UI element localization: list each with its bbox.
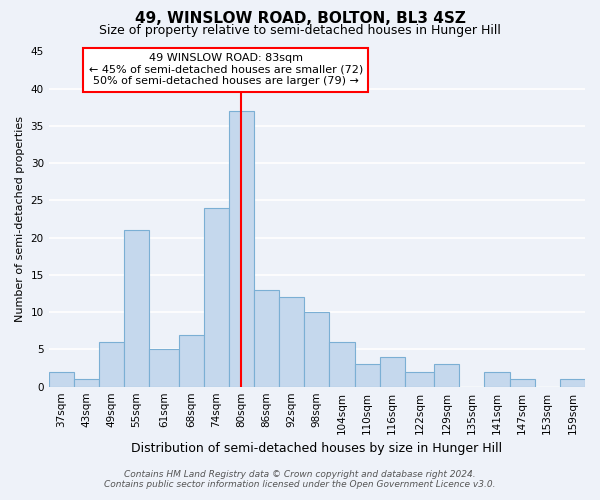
Bar	[484, 372, 509, 386]
Bar	[229, 111, 254, 386]
Bar	[380, 357, 405, 386]
Bar	[179, 334, 204, 386]
Text: 49 WINSLOW ROAD: 83sqm
← 45% of semi-detached houses are smaller (72)
50% of sem: 49 WINSLOW ROAD: 83sqm ← 45% of semi-det…	[89, 53, 363, 86]
Bar	[304, 312, 329, 386]
Bar	[509, 379, 535, 386]
Bar	[49, 372, 74, 386]
X-axis label: Distribution of semi-detached houses by size in Hunger Hill: Distribution of semi-detached houses by …	[131, 442, 502, 455]
Text: 49, WINSLOW ROAD, BOLTON, BL3 4SZ: 49, WINSLOW ROAD, BOLTON, BL3 4SZ	[134, 11, 466, 26]
Y-axis label: Number of semi-detached properties: Number of semi-detached properties	[15, 116, 25, 322]
Text: Contains HM Land Registry data © Crown copyright and database right 2024.
Contai: Contains HM Land Registry data © Crown c…	[104, 470, 496, 489]
Bar	[254, 290, 279, 386]
Bar	[279, 298, 304, 386]
Bar	[355, 364, 380, 386]
Bar	[405, 372, 434, 386]
Text: Size of property relative to semi-detached houses in Hunger Hill: Size of property relative to semi-detach…	[99, 24, 501, 37]
Bar	[329, 342, 355, 386]
Bar	[124, 230, 149, 386]
Bar	[149, 350, 179, 387]
Bar	[74, 379, 99, 386]
Bar	[434, 364, 459, 386]
Bar	[204, 208, 229, 386]
Bar	[560, 379, 585, 386]
Bar	[99, 342, 124, 386]
